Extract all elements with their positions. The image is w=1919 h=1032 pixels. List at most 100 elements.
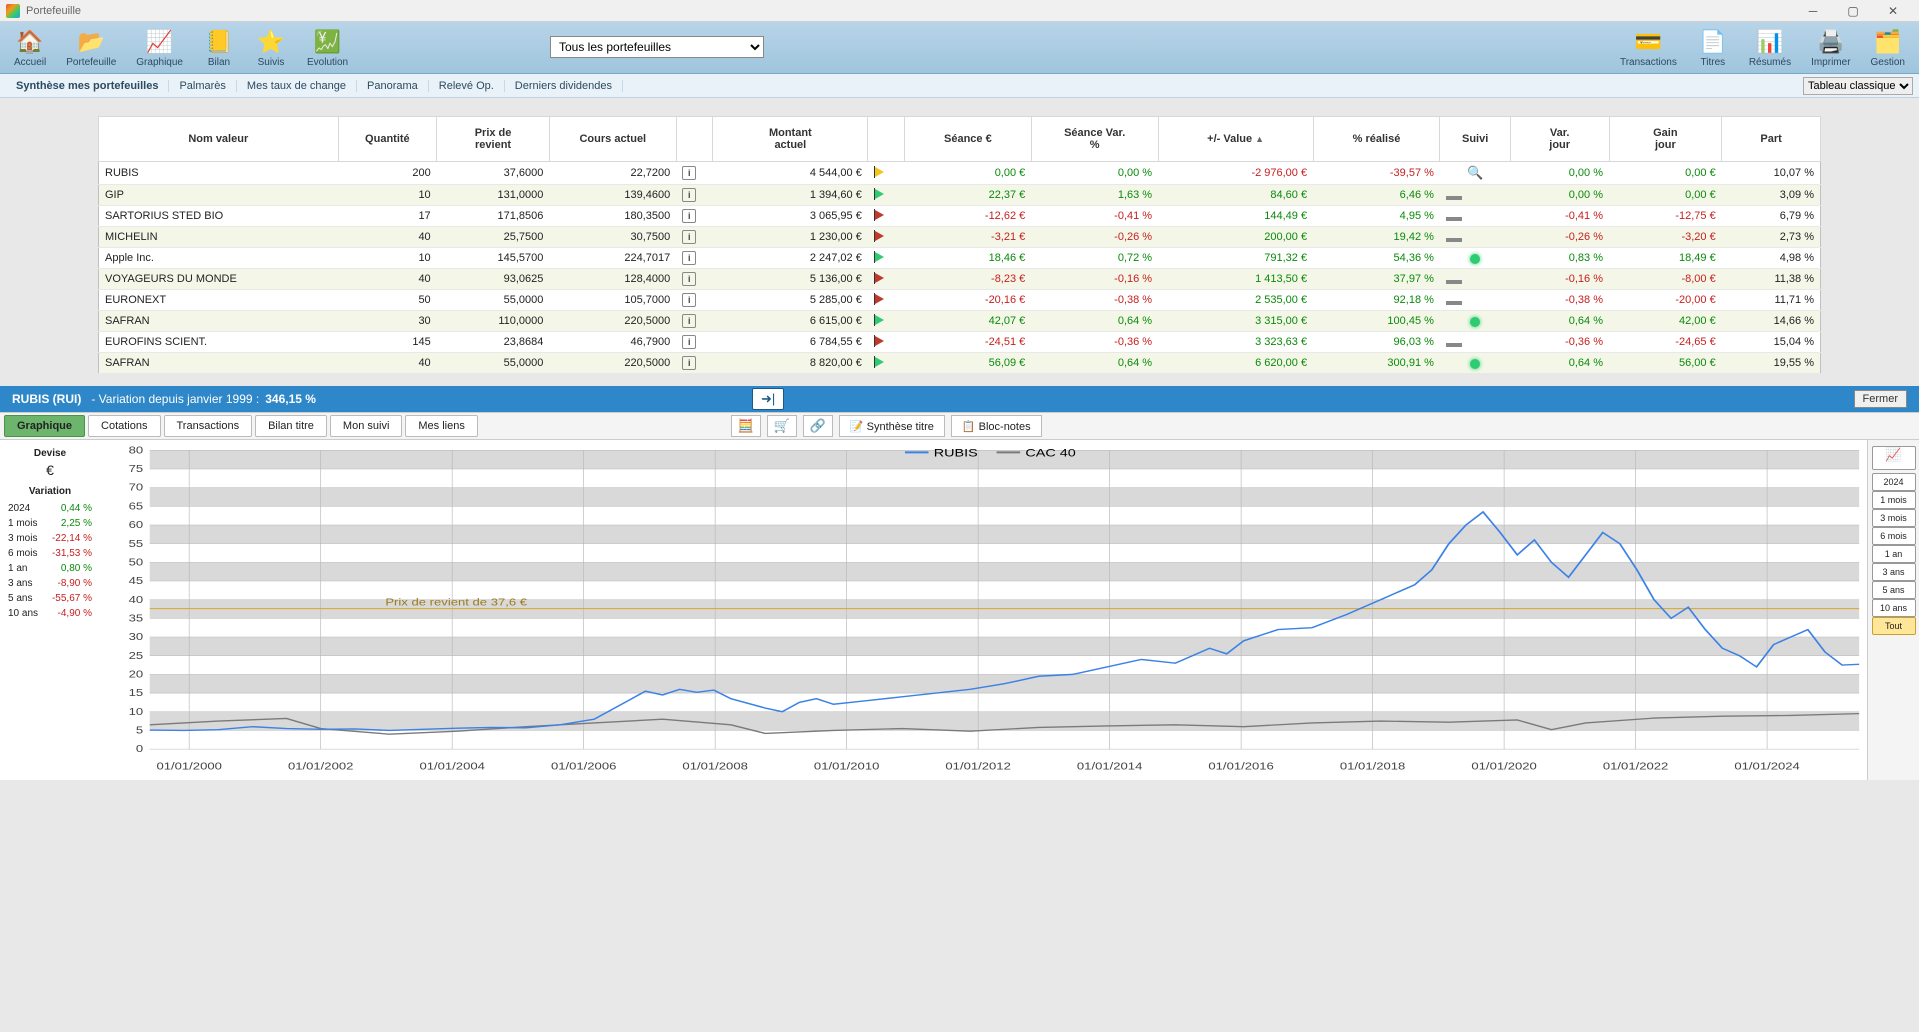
info-icon[interactable]: i bbox=[682, 335, 696, 349]
col-header[interactable]: Cours actuel bbox=[549, 117, 676, 162]
svg-text:40: 40 bbox=[129, 594, 144, 605]
table-row[interactable]: SAFRAN4055,0000220,5000i8 820,00 €56,09 … bbox=[99, 353, 1821, 374]
col-header[interactable]: Part bbox=[1722, 117, 1821, 162]
subnav-item[interactable]: Panorama bbox=[357, 80, 429, 92]
toolbar-icon: 📂 bbox=[75, 28, 107, 56]
range-button[interactable]: 1 mois bbox=[1872, 491, 1916, 509]
col-header[interactable]: Séance Var. % bbox=[1031, 117, 1158, 162]
chart-tab[interactable]: Cotations bbox=[88, 415, 160, 437]
subnav-item[interactable]: Mes taux de change bbox=[237, 80, 357, 92]
table-row[interactable]: SAFRAN30110,0000220,5000i6 615,00 €42,07… bbox=[99, 311, 1821, 332]
maximize-button[interactable]: ▢ bbox=[1833, 0, 1873, 22]
toolbar-gestion[interactable]: 🗂️Gestion bbox=[1861, 26, 1915, 70]
chart-tab[interactable]: Mon suivi bbox=[330, 415, 402, 437]
table-row[interactable]: EUROFINS SCIENT.14523,868446,7900i6 784,… bbox=[99, 332, 1821, 353]
chart-tool[interactable]: 🔗 bbox=[803, 415, 833, 437]
toolbar-bilan[interactable]: 📒Bilan bbox=[193, 26, 245, 70]
toolbar-accueil[interactable]: 🏠Accueil bbox=[4, 26, 56, 70]
table-view-selector[interactable]: Tableau classique bbox=[1803, 77, 1913, 95]
col-header[interactable]: Montant actuel bbox=[713, 117, 868, 162]
svg-text:01/01/2006: 01/01/2006 bbox=[551, 761, 617, 772]
range-button[interactable]: 3 mois bbox=[1872, 509, 1916, 527]
subnav-item[interactable]: Relevé Op. bbox=[429, 80, 505, 92]
info-icon[interactable]: i bbox=[682, 356, 696, 370]
chart-tab[interactable]: Mes liens bbox=[405, 415, 477, 437]
toolbar-imprimer[interactable]: 🖨️Imprimer bbox=[1801, 26, 1860, 70]
main-toolbar: 🏠Accueil📂Portefeuille📈Graphique📒Bilan⭐Su… bbox=[0, 22, 1919, 74]
range-button[interactable]: 6 mois bbox=[1872, 527, 1916, 545]
toolbar-titres[interactable]: 📄Titres bbox=[1687, 26, 1739, 70]
portfolio-selector[interactable]: Tous les portefeuilles bbox=[550, 36, 764, 58]
flag-icon bbox=[874, 336, 885, 346]
info-icon[interactable]: i bbox=[682, 209, 696, 223]
toolbar-suivis[interactable]: ⭐Suivis bbox=[245, 26, 297, 70]
col-header[interactable]: % réalisé bbox=[1313, 117, 1440, 162]
chart-tool[interactable]: 🧮 bbox=[731, 415, 761, 437]
info-icon[interactable]: i bbox=[682, 230, 696, 244]
minimize-button[interactable]: ─ bbox=[1793, 0, 1833, 22]
range-button[interactable]: 3 ans bbox=[1872, 563, 1916, 581]
svg-text:01/01/2022: 01/01/2022 bbox=[1603, 761, 1668, 772]
chart-symbol: RUBIS (RUI) bbox=[12, 392, 81, 406]
col-header[interactable]: Gain jour bbox=[1609, 117, 1722, 162]
chart-tool[interactable]: 🛒 bbox=[767, 415, 797, 437]
svg-text:70: 70 bbox=[129, 482, 144, 493]
col-header[interactable]: Nom valeur bbox=[99, 117, 339, 162]
range-button[interactable]: 10 ans bbox=[1872, 599, 1916, 617]
info-icon[interactable]: i bbox=[682, 293, 696, 307]
svg-text:20: 20 bbox=[129, 669, 144, 680]
chart-tab[interactable]: Transactions bbox=[164, 415, 253, 437]
col-header[interactable]: Suivi bbox=[1440, 117, 1510, 162]
toolbar-résumés[interactable]: 📊Résumés bbox=[1739, 26, 1801, 70]
col-header[interactable] bbox=[676, 117, 713, 162]
app-icon bbox=[6, 4, 20, 18]
table-row[interactable]: GIP10131,0000139,4600i1 394,60 €22,37 €1… bbox=[99, 185, 1821, 206]
info-icon[interactable]: i bbox=[682, 272, 696, 286]
range-button[interactable]: Tout bbox=[1872, 617, 1916, 635]
svg-text:01/01/2010: 01/01/2010 bbox=[814, 761, 880, 772]
info-icon[interactable]: i bbox=[682, 166, 696, 180]
toolbar-portefeuille[interactable]: 📂Portefeuille bbox=[56, 26, 126, 70]
toolbar-graphique[interactable]: 📈Graphique bbox=[126, 26, 193, 70]
info-icon[interactable]: i bbox=[682, 251, 696, 265]
subnav-item[interactable]: Palmarès bbox=[169, 80, 236, 92]
col-header[interactable]: +/- Value▲ bbox=[1158, 117, 1313, 162]
svg-text:5: 5 bbox=[136, 725, 144, 736]
table-row[interactable]: MICHELIN4025,750030,7500i1 230,00 €-3,21… bbox=[99, 227, 1821, 248]
toolbar-evolution[interactable]: 💹Evolution bbox=[297, 26, 358, 70]
range-button[interactable]: 2024 bbox=[1872, 473, 1916, 491]
toolbar-transactions[interactable]: 💳Transactions bbox=[1610, 26, 1687, 70]
flag-icon bbox=[874, 273, 885, 283]
col-header[interactable]: Quantité bbox=[338, 117, 437, 162]
svg-text:55: 55 bbox=[129, 538, 144, 549]
chart-tab[interactable]: Bilan titre bbox=[255, 415, 327, 437]
chart-body: Devise € Variation 20240,44 %1 mois2,25 … bbox=[0, 440, 1919, 780]
chart-tool[interactable]: 📝 Synthèse titre bbox=[839, 415, 945, 437]
table-row[interactable]: SARTORIUS STED BIO17171,8506180,3500i3 0… bbox=[99, 206, 1821, 227]
col-header[interactable]: Prix de revient bbox=[437, 117, 550, 162]
close-button[interactable]: ✕ bbox=[1873, 0, 1913, 22]
flag-icon bbox=[874, 294, 885, 304]
info-icon[interactable]: i bbox=[682, 314, 696, 328]
range-button[interactable]: 5 ans bbox=[1872, 581, 1916, 599]
chart-type-icon[interactable]: 📈 bbox=[1872, 446, 1916, 470]
col-header[interactable] bbox=[868, 117, 905, 162]
range-button[interactable]: 1 an bbox=[1872, 545, 1916, 563]
table-row[interactable]: RUBIS20037,600022,7200i4 544,00 €0,00 €0… bbox=[99, 162, 1821, 185]
subnav-item[interactable]: Derniers dividendes bbox=[505, 80, 623, 92]
chart-tool[interactable]: 📋 Bloc-notes bbox=[951, 415, 1042, 437]
chart-tab[interactable]: Graphique bbox=[4, 415, 85, 437]
bulb-icon bbox=[1470, 317, 1480, 327]
table-row[interactable]: EURONEXT5055,0000105,7000i5 285,00 €-20,… bbox=[99, 290, 1821, 311]
info-icon[interactable]: i bbox=[682, 188, 696, 202]
chart-close-button[interactable]: Fermer bbox=[1854, 390, 1907, 408]
table-row[interactable]: VOYAGEURS DU MONDE4093,0625128,4000i5 13… bbox=[99, 269, 1821, 290]
subnav-item[interactable]: Synthèse mes portefeuilles bbox=[6, 80, 169, 92]
table-row[interactable]: Apple Inc.10145,5700224,7017i2 247,02 €1… bbox=[99, 248, 1821, 269]
chart-area[interactable]: 0510152025303540455055606570758001/01/20… bbox=[100, 440, 1867, 780]
col-header[interactable]: Séance € bbox=[904, 117, 1031, 162]
equals-icon bbox=[1446, 280, 1462, 284]
magnifier-icon[interactable]: 🔍 bbox=[1467, 165, 1483, 180]
col-header[interactable]: Var. jour bbox=[1510, 117, 1609, 162]
chart-expand-button[interactable]: ➜| bbox=[752, 388, 784, 410]
